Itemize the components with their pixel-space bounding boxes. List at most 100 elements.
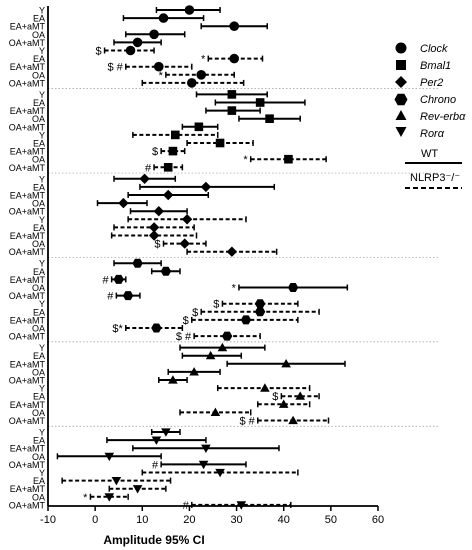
point-b1-g0-r1 [255,98,265,107]
annotation-b4-g1-r4: $ # [239,416,255,428]
row-label-b0-g0-r1: EA [33,14,45,24]
point-b3-g1-r3 [151,323,162,333]
row-label-b0-g1-r1: EA [33,54,45,64]
annotation-b0-g1-r3: * [159,70,164,82]
legend-bmal1-label: Bmal1 [420,60,451,72]
point-b4-g0-r3 [189,367,199,376]
row-label-b4-g1-r1: EA [33,392,45,402]
legend-item-nlrp3: NLRP3⁻/⁻ [405,172,462,189]
annotation-b3-g1-r1: $ [192,307,198,319]
row-label-b0-g1-r2: EA+aMT [10,62,46,72]
legend-rev-erba-marker [395,110,407,120]
row-label-b1-g0-r2: EA+aMT [10,106,46,116]
legend-rev-erba-label: Rev-erbα [420,111,466,123]
annotation-b3-g1-r4: $ # [176,331,192,343]
row-label-b0-g0-r0: Y [39,6,45,16]
row-label-b5-g0-r1: EA [33,436,45,446]
annotation-b1-g1-r2: $ [152,146,158,158]
x-tick-label-2: 10 [136,514,148,526]
point-b0-g0-r3 [149,29,159,40]
row-label-b1-g0-r3: OA [32,114,45,124]
point-b3-g0-r1 [160,266,172,276]
row-label-b4-g0-r4: OA+aMT [9,376,46,386]
legend-rora-label: Rorα [420,128,445,140]
row-label-b4-g1-r2: EA+aMT [10,400,46,410]
point-b5-g0-r0 [161,428,171,437]
row-label-b5-g0-r3: OA [32,452,45,462]
row-label-b0-g0-r2: EA+aMT [10,22,46,32]
point-b0-g1-r0 [125,45,136,56]
row-label-b2-g0-r4: OA+aMT [9,207,46,217]
row-label-b2-g1-r1: EA [33,223,45,233]
annotation-b5-g1-r3: * [83,492,88,504]
legend-nlrp3-label: NLRP3⁻/⁻ [410,172,460,184]
point-b4-g0-r0 [217,342,228,352]
row-label-b2-g1-r4: OA+aMT [9,247,46,257]
row-label-b1-g1-r1: EA [33,139,45,149]
row-label-b5-g0-r4: OA+aMT [9,460,46,470]
row-label-b3-g0-r1: EA [33,267,45,277]
legend-item-wt: WT [405,148,462,164]
point-b2-g1-r3 [179,238,190,249]
row-label-b1-g0-r1: EA [33,98,45,108]
point-b2-g0-r2 [163,189,174,201]
point-b3-g0-r0 [132,258,143,268]
annotation-b1-g1-r4: # [145,162,152,174]
point-b3-g1-r2 [240,315,252,325]
row-label-b5-g1-r4: OA+aMT [9,500,46,510]
row-label-b5-g0-r2: EA+aMT [10,444,46,454]
legend-item-chrono: Chrono [394,93,456,106]
point-b1-g1-r1 [215,138,225,148]
annotation-b2-g1-r3: $ [154,239,160,251]
row-label-b4-g1-r4: OA+aMT [9,416,46,426]
annotation-b0-g1-r2: $ # [107,62,123,74]
x-tick-label-5: 40 [278,514,290,526]
legend-rora-marker [395,127,407,137]
point-b4-g1-r2 [278,399,289,408]
point-b3-g0-r2 [113,274,124,284]
point-b0-g1-r1 [229,53,240,64]
legend-item-per2: Per2 [395,76,443,89]
row-label-b3-g0-r0: Y [39,259,45,269]
row-label-b5-g1-r2: EA+aMT [10,484,46,494]
row-label-b3-g1-r0: Y [39,299,45,309]
point-b5-g0-r4 [198,460,209,470]
point-b3-g0-r3 [287,283,299,292]
point-b2-g0-r3 [118,197,129,209]
point-b3-g0-r4 [122,291,134,301]
row-label-b2-g1-r0: Y [39,215,45,225]
legend-clock-marker [395,42,407,54]
x-tick-label-6: 50 [325,514,337,526]
point-b0-g0-r1 [158,13,169,23]
point-b4-g1-r0 [260,383,270,392]
point-b5-g0-r2 [201,444,211,453]
row-label-b2-g1-r2: EA+aMT [10,231,46,241]
row-label-b3-g0-r4: OA+aMT [9,291,46,301]
point-b3-g1-r0 [254,299,266,309]
point-b4-g1-r3 [210,407,221,416]
point-b1-g0-r2 [227,106,237,115]
point-b5-g1-r0 [215,468,225,478]
annotation-b3-g1-r3: $* [112,323,123,335]
annotation-b3-g0-r3: * [232,283,237,295]
point-b1-g0-r4 [194,122,204,132]
point-b1-g0-r3 [265,114,274,123]
point-b0-g1-r3 [196,70,207,80]
annotation-b1-g1-r3: * [243,154,248,166]
point-b2-g0-r0 [139,173,150,184]
point-b2-g1-r2 [148,230,160,241]
row-label-b5-g1-r0: Y [39,468,45,478]
annotation-b0-g1-r0: $ [95,46,101,58]
row-label-b4-g0-r3: OA [32,367,45,377]
legend-item-rev-erba: Rev-erbα [395,110,466,123]
row-label-b0-g1-r4: OA+aMT [9,78,46,88]
row-label-b0-g1-r3: OA [32,70,45,80]
point-b2-g1-r1 [148,222,160,233]
legend-chrono-label: Chrono [420,94,456,106]
row-label-b5-g1-r3: OA [32,492,45,502]
point-b0-g0-r0 [184,5,195,15]
row-label-b3-g0-r3: OA [32,283,45,293]
row-label-b5-g1-r1: EA [33,476,45,486]
